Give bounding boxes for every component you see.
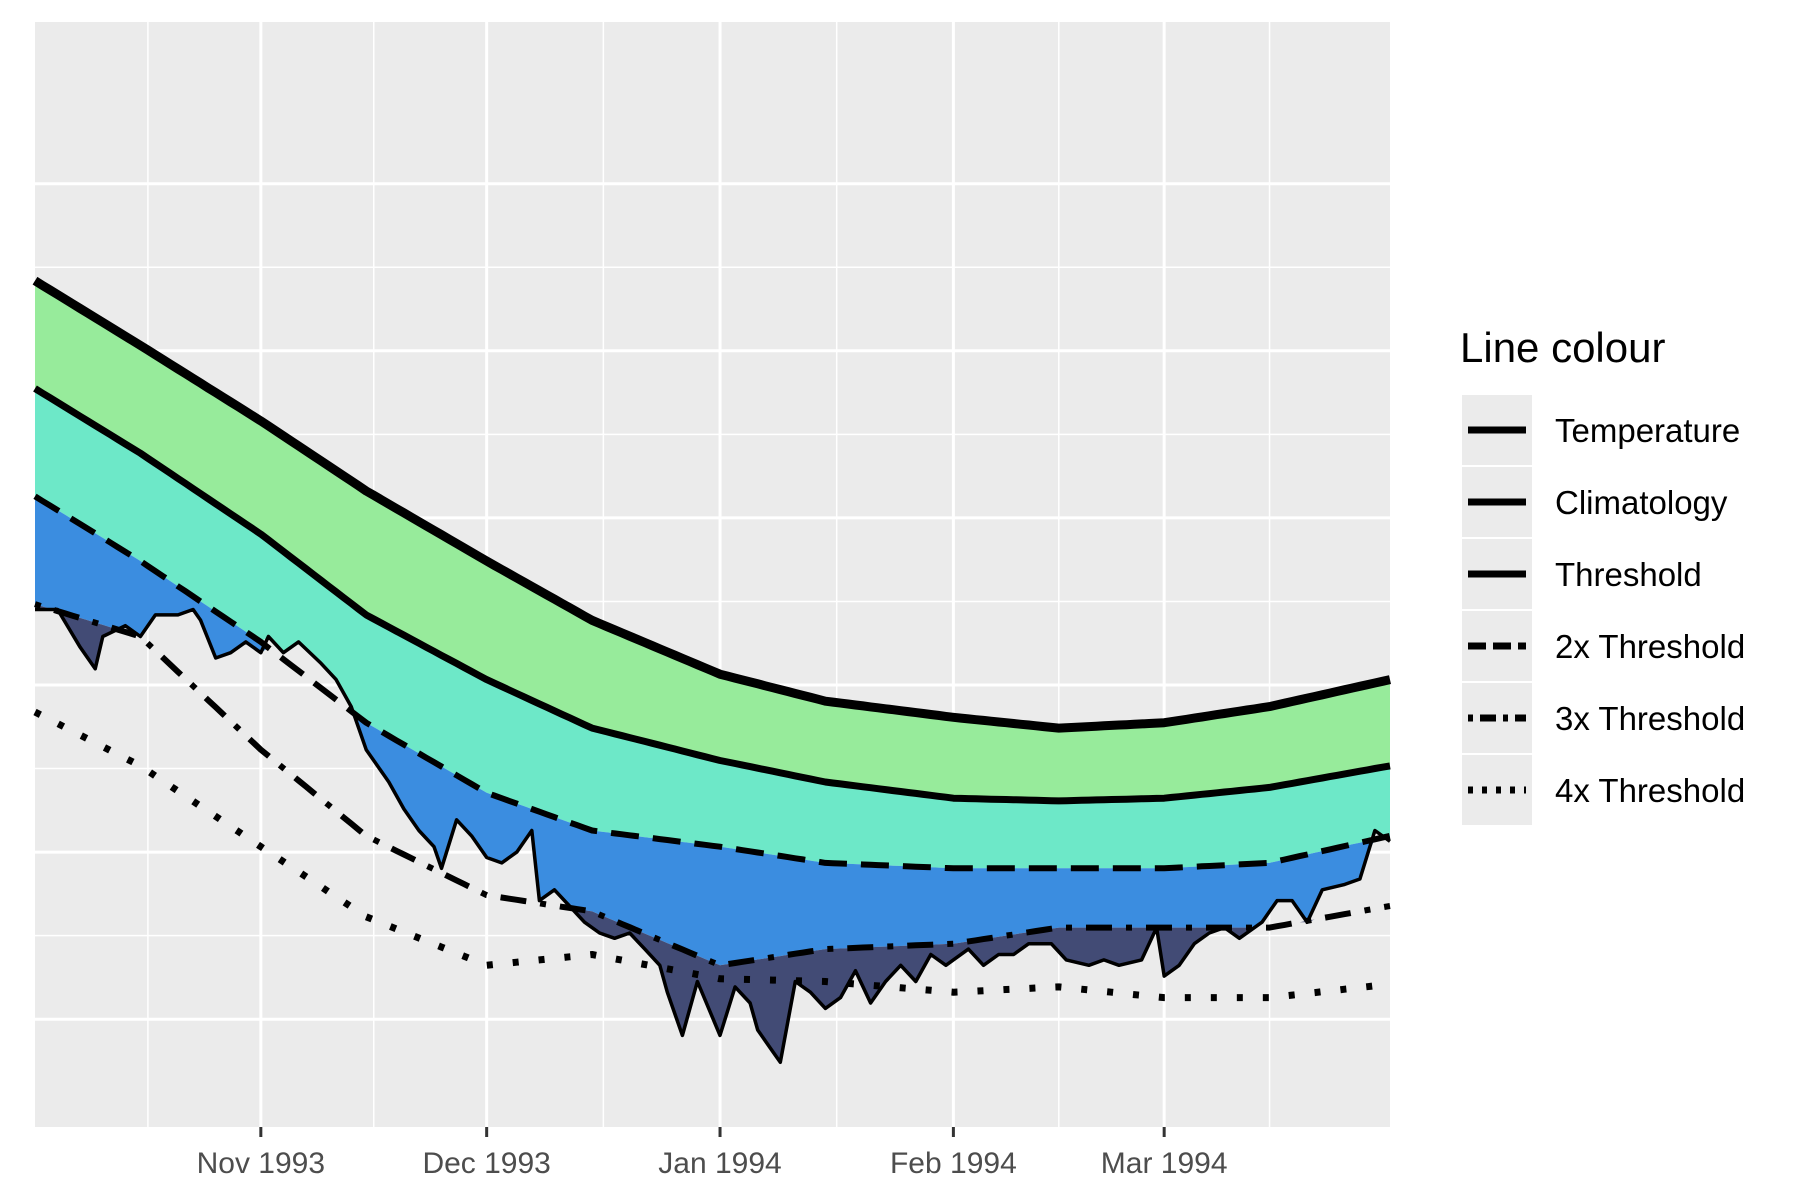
legend-label: Climatology [1555,484,1728,521]
legend-label: 2x Threshold [1555,628,1745,665]
line-threshold [33,385,1391,805]
line-2x-threshold [33,493,1391,872]
series-lines [32,276,1392,1065]
x-tick-label: Mar 1994 [1101,1147,1228,1180]
fill-severe [35,496,1390,966]
fill-extreme [35,604,1390,1063]
x-tick-label: Nov 1993 [197,1147,325,1180]
legend-label: Temperature [1555,412,1740,449]
legend-label: Threshold [1555,556,1702,593]
x-tick-label: Feb 1994 [890,1147,1017,1180]
legend-label: 3x Threshold [1555,700,1745,737]
fill-strong [35,388,1390,869]
fill-moderate [35,280,1390,801]
line-climatology [32,276,1391,733]
category-fills [35,280,1390,1063]
x-tick-label: Jan 1994 [658,1147,781,1180]
legend-label: 4x Threshold [1555,772,1745,809]
line-temperature [35,607,1392,1065]
legend: Line colour Temperature Climatology Thresh… [1460,324,1745,825]
x-axis: Nov 1993 Dec 1993 Jan 1994 Feb 1994 Mar 1994 [197,1127,1228,1180]
line-4x-threshold [33,708,1391,1002]
x-tick-label: Dec 1993 [422,1147,550,1180]
line-3x-threshold [34,601,1391,969]
legend-title: Line colour [1460,324,1665,371]
